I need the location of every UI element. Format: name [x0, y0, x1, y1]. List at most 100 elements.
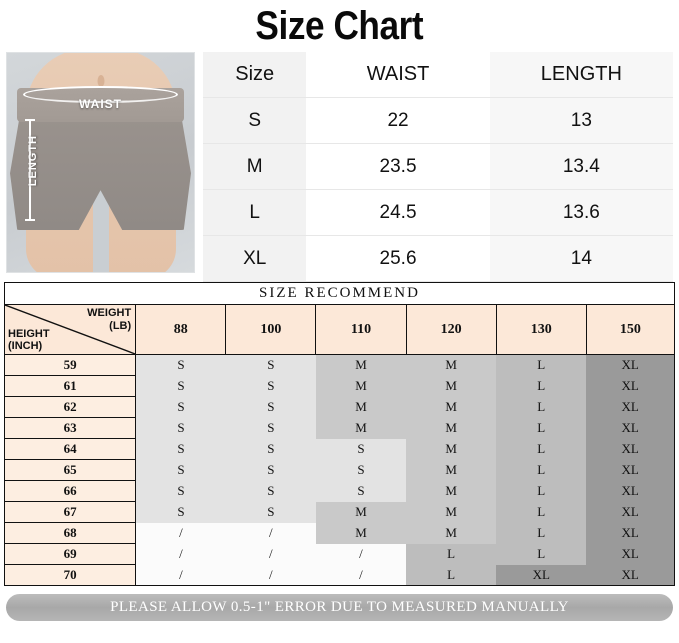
recommend-cell: M — [406, 417, 497, 439]
recommend-cell: XL — [586, 501, 675, 523]
recommend-cell: S — [225, 480, 316, 502]
recommend-cell: M — [406, 396, 497, 418]
recommend-cell: / — [315, 564, 407, 586]
size-measurement-table: Size WAIST LENGTH S 22 13 M 23.5 13.4 L … — [203, 52, 673, 282]
table-row: 59 S S M M L XL — [3, 354, 675, 376]
size-table-col-size: Size — [203, 52, 307, 98]
recommend-cell: L — [496, 522, 587, 544]
recommend-cell: M — [315, 354, 407, 376]
cell-size: XL — [203, 235, 307, 282]
recommend-cell: XL — [586, 522, 675, 544]
recommend-cell: S — [225, 459, 316, 481]
length-measure-line — [25, 119, 35, 221]
recommend-cell: XL — [586, 459, 675, 481]
height-row-label: 61 — [3, 375, 137, 397]
cell-size: M — [203, 143, 307, 190]
recommend-cell: M — [406, 459, 497, 481]
product-image: WAIST LENGTH — [6, 52, 195, 273]
weight-col-120: 120 — [405, 304, 497, 355]
recommend-cell: L — [496, 543, 587, 565]
cell-waist: 22 — [306, 97, 490, 144]
recommend-cell: L — [406, 564, 497, 586]
recommend-cell: S — [135, 459, 226, 481]
size-table-header-row: Size WAIST LENGTH — [203, 52, 673, 98]
weight-col-110: 110 — [315, 304, 407, 355]
recommend-title: SIZE RECOMMEND — [4, 282, 675, 305]
height-row-label: 62 — [3, 396, 137, 418]
recommend-cell: XL — [496, 564, 587, 586]
weight-axis-unit: (LB) — [109, 319, 132, 332]
measurement-disclaimer: PLEASE ALLOW 0.5-1" ERROR DUE TO MEASURE… — [6, 594, 673, 621]
height-axis-unit: (INCH) — [8, 340, 43, 353]
recommend-cell: XL — [586, 354, 675, 376]
recommend-cell: L — [496, 354, 587, 376]
table-row: S 22 13 — [203, 97, 673, 144]
weight-col-130: 130 — [495, 304, 587, 355]
recommend-cell: S — [225, 417, 316, 439]
cell-size: L — [203, 189, 307, 236]
recommend-cell: S — [225, 354, 316, 376]
recommend-cell: / — [225, 522, 316, 544]
recommend-cell: L — [496, 375, 587, 397]
height-row-label: 64 — [3, 438, 137, 460]
recommend-cell: S — [135, 417, 226, 439]
recommend-cell: XL — [586, 375, 675, 397]
recommend-cell: L — [496, 417, 587, 439]
recommend-cell: S — [315, 459, 407, 481]
cell-waist: 24.5 — [306, 189, 490, 236]
recommend-cell: S — [135, 438, 226, 460]
weight-col-88: 88 — [135, 304, 227, 355]
weight-col-100: 100 — [225, 304, 317, 355]
height-axis-title: HEIGHT — [8, 327, 50, 340]
table-row: XL 25.6 14 — [203, 235, 673, 282]
weight-col-150: 150 — [585, 304, 676, 355]
recommend-cell: M — [315, 396, 407, 418]
recommend-cell: S — [225, 375, 316, 397]
recommend-cell: M — [406, 480, 497, 502]
recommend-title-row: SIZE RECOMMEND — [4, 282, 675, 305]
cell-length: 13 — [489, 97, 673, 144]
recommend-cell: / — [135, 543, 226, 565]
height-row-label: 67 — [3, 501, 137, 523]
height-axis-label: HEIGHT (INCH) — [8, 328, 50, 353]
cell-waist: 25.6 — [306, 235, 490, 282]
weight-axis-label: WEIGHT (LB) — [87, 307, 131, 332]
recommend-cell: / — [135, 564, 226, 586]
size-recommend-section: SIZE RECOMMEND WEIGHT (LB) HEIGHT (INCH) — [0, 278, 679, 586]
recommend-cell: XL — [586, 396, 675, 418]
table-row: 65 S S S M L XL — [3, 459, 675, 481]
table-row: 66 S S S M L XL — [3, 480, 675, 502]
table-row: 68// M M L XL — [3, 522, 675, 544]
recommend-cell: S — [135, 396, 226, 418]
recommend-cell: S — [135, 354, 226, 376]
recommend-cell: M — [315, 375, 407, 397]
recommend-cell: L — [496, 396, 587, 418]
cell-length: 14 — [489, 235, 673, 282]
recommend-cell: / — [225, 543, 316, 565]
recommend-cell: M — [406, 438, 497, 460]
recommend-cell: L — [496, 501, 587, 523]
height-row-label: 65 — [3, 459, 137, 481]
table-row: 69// / L L XL — [3, 543, 675, 565]
recommend-cell: S — [225, 438, 316, 460]
recommend-cell: XL — [586, 564, 675, 586]
model-navel — [97, 75, 104, 87]
size-table-col-length: LENGTH — [489, 52, 673, 98]
recommend-cell: XL — [586, 417, 675, 439]
cell-length: 13.4 — [489, 143, 673, 190]
recommend-cell: S — [135, 375, 226, 397]
recommend-cell: M — [406, 522, 497, 544]
recommend-cell: L — [496, 438, 587, 460]
height-row-label: 63 — [3, 417, 137, 439]
recommend-cell: S — [135, 501, 226, 523]
recommend-table-body: 59 S S M M L XL 61 S S M M L XL 62 S S M M L XL 63 S S M M L XL 64 S S… — [3, 354, 675, 586]
height-row-label: 68 — [3, 522, 137, 544]
table-row: L 24.5 13.6 — [203, 189, 673, 236]
size-recommend-table: SIZE RECOMMEND WEIGHT (LB) HEIGHT (INCH) — [3, 282, 676, 586]
size-table-col-waist: WAIST — [306, 52, 490, 98]
recommend-cell: L — [496, 459, 587, 481]
recommend-cell: S — [225, 501, 316, 523]
recommend-cell: S — [315, 438, 407, 460]
recommend-cell: M — [406, 501, 497, 523]
waist-measure-label: WAIST — [79, 97, 122, 111]
